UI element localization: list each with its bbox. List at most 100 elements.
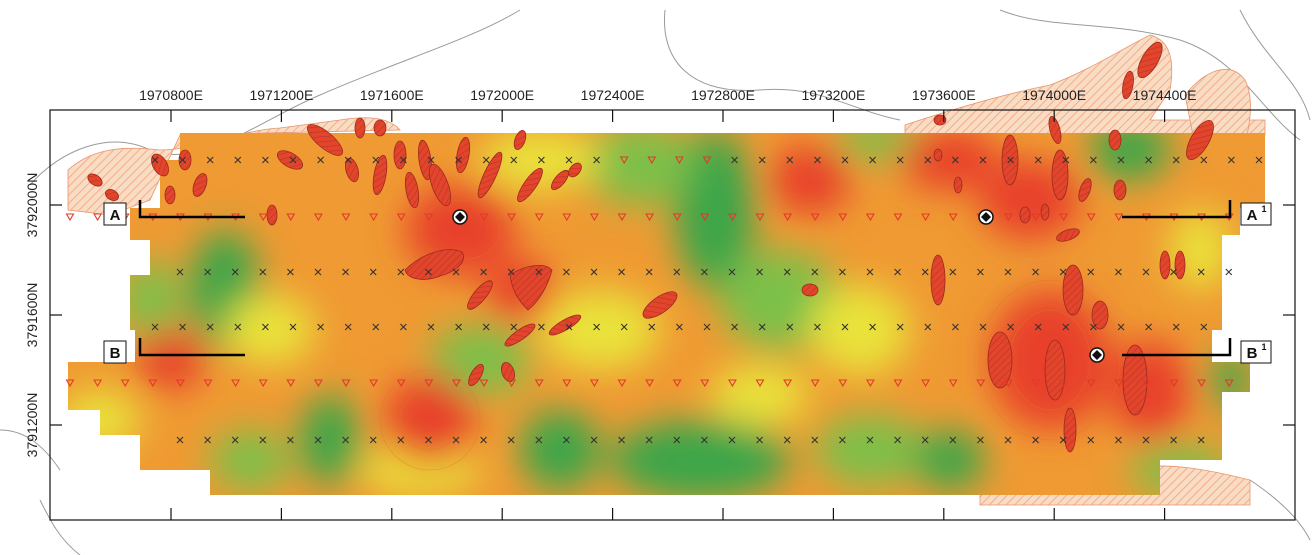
station-x-icon xyxy=(869,323,876,331)
station-triangle-icon xyxy=(589,213,599,222)
station-x-icon xyxy=(510,323,518,331)
station-x-icon xyxy=(482,156,490,164)
station-x-icon xyxy=(921,268,929,276)
station-x-icon xyxy=(234,323,242,331)
station-x-icon xyxy=(1145,323,1152,331)
easting-label: 1972800E xyxy=(691,87,755,103)
station-triangle-icon xyxy=(672,213,682,222)
station-triangle-icon xyxy=(479,213,489,222)
station-x-icon xyxy=(620,323,628,331)
station-triangle-icon xyxy=(286,213,296,222)
station-x-icon xyxy=(317,156,324,164)
station-x-icon xyxy=(427,156,435,164)
northing-labels: 3792000N 3791600N 3791200N xyxy=(24,173,40,458)
station-x-icon xyxy=(896,323,904,331)
station-x-icon xyxy=(811,268,819,276)
station-x-icon xyxy=(1225,268,1233,276)
station-x-icon xyxy=(206,156,214,164)
station-x-icon xyxy=(1087,268,1095,276)
station-triangle-icon xyxy=(341,213,351,222)
station-x-icon xyxy=(151,323,159,331)
station-x-icon xyxy=(1090,156,1097,164)
station-triangle-icon xyxy=(617,213,627,222)
station-x-icon xyxy=(1007,156,1014,164)
station-x-icon xyxy=(397,268,405,276)
station-x-icon xyxy=(482,323,490,331)
station-x-icon xyxy=(590,436,598,444)
station-x-icon xyxy=(259,436,267,444)
station-x-icon xyxy=(841,156,849,164)
station-x-icon xyxy=(287,436,294,444)
station-x-icon xyxy=(701,268,708,276)
station-x-icon xyxy=(369,436,377,444)
station-x-icon xyxy=(783,268,791,276)
station-x-icon xyxy=(344,323,352,331)
station-x-icon xyxy=(1032,436,1039,444)
station-x-icon xyxy=(565,323,573,331)
station-triangle-icon xyxy=(589,379,599,388)
station-x-icon xyxy=(1059,436,1067,444)
station-x-icon xyxy=(676,323,683,331)
anomaly-bodies xyxy=(87,41,1214,453)
station-triangle-icon xyxy=(120,379,130,388)
station-x-icon xyxy=(593,156,600,164)
station-x-icon xyxy=(977,436,984,444)
station-triangle-icon xyxy=(976,379,986,388)
section-label-b-prime: B 1 xyxy=(1240,340,1272,364)
station-x-icon xyxy=(480,268,487,276)
easting-labels: 1970800E 1971200E 1971600E 1972000E 1972400E… xyxy=(139,87,1196,103)
station-x-icon xyxy=(979,156,987,164)
station-x-icon xyxy=(1115,268,1122,276)
station-x-icon xyxy=(728,268,736,276)
station-x-icon xyxy=(1062,156,1070,164)
station-x-icon xyxy=(262,156,269,164)
station-triangle-icon xyxy=(893,379,903,388)
station-triangle-icon xyxy=(369,213,379,222)
station-x-icon xyxy=(758,156,766,164)
station-x-icon xyxy=(507,268,515,276)
station-x-icon xyxy=(176,268,184,276)
station-markers xyxy=(65,156,1263,444)
station-triangle-icon xyxy=(286,379,296,388)
station-triangle-icon xyxy=(1003,379,1013,388)
station-x-icon xyxy=(949,436,957,444)
station-triangle-icon xyxy=(647,156,657,165)
drillhole-icon xyxy=(1089,347,1105,363)
station-x-icon xyxy=(427,323,435,331)
station-x-icon xyxy=(758,323,766,331)
station-x-icon xyxy=(289,156,297,164)
svg-text:1: 1 xyxy=(1261,204,1266,214)
station-x-icon xyxy=(866,436,874,444)
easting-label: 1971200E xyxy=(249,87,313,103)
station-triangle-icon xyxy=(175,379,185,388)
station-triangle-icon xyxy=(562,213,572,222)
station-triangle-icon xyxy=(424,213,434,222)
station-x-icon xyxy=(204,436,211,444)
station-triangle-icon xyxy=(93,213,103,222)
station-x-icon xyxy=(924,323,932,331)
station-x-icon xyxy=(645,436,653,444)
station-x-icon xyxy=(455,323,462,331)
station-triangle-icon xyxy=(921,379,931,388)
station-x-icon xyxy=(176,436,184,444)
station-triangle-icon xyxy=(451,379,461,388)
station-triangle-icon xyxy=(948,213,958,222)
station-x-icon xyxy=(1032,268,1039,276)
station-x-icon xyxy=(565,156,573,164)
section-lines xyxy=(138,200,1232,357)
station-x-icon xyxy=(783,436,791,444)
station-x-icon xyxy=(952,323,959,331)
section-a-start-line xyxy=(138,200,245,219)
station-x-icon xyxy=(894,436,901,444)
station-x-icon xyxy=(372,323,380,331)
station-triangle-icon xyxy=(810,213,820,222)
station-x-icon xyxy=(204,268,211,276)
station-x-icon xyxy=(894,268,901,276)
station-x-icon xyxy=(1255,156,1263,164)
station-x-icon xyxy=(1090,323,1097,331)
northing-label: 3791600N xyxy=(24,283,40,348)
station-triangle-icon xyxy=(1086,213,1096,222)
drillhole-icon xyxy=(452,209,468,225)
station-x-icon xyxy=(1228,156,1235,164)
station-x-icon xyxy=(673,436,681,444)
